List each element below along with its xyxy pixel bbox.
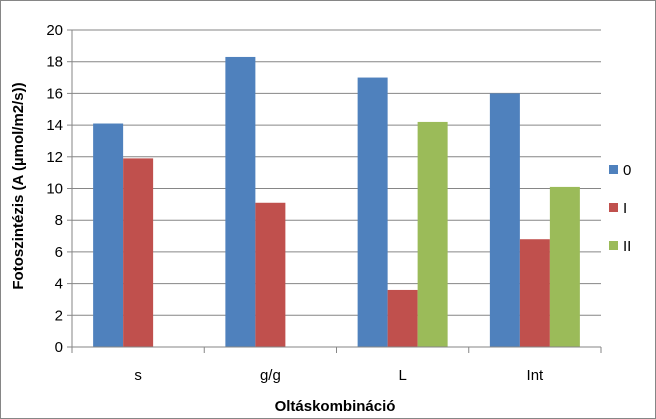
y-tick-label: 10 xyxy=(46,181,63,198)
bar-series-2-3 xyxy=(549,186,580,347)
x-axis-title: Oltáskombináció xyxy=(275,398,396,415)
legend-swatch-1 xyxy=(609,203,618,212)
y-tick-label: 6 xyxy=(55,244,63,261)
y-tick-label: 4 xyxy=(55,276,63,293)
legend-label-0: 0 xyxy=(623,162,631,179)
y-axis-title: Fotoszintézis (A (µmol/m2/s)) xyxy=(10,82,27,289)
y-tick-label: 16 xyxy=(46,85,63,102)
x-tick-label: g/g xyxy=(260,367,281,384)
bar-series-1-3 xyxy=(519,239,550,347)
y-tick-label: 14 xyxy=(46,117,63,134)
y-tick-labels: 0 2 4 6 8 10 12 14 16 18 20 xyxy=(46,22,63,356)
bar-series-0-2 xyxy=(357,77,388,348)
y-tick-label: 8 xyxy=(55,212,63,229)
y-tick-label: 18 xyxy=(46,54,63,71)
bar-series-2-2 xyxy=(417,121,448,348)
y-tick-label: 12 xyxy=(46,149,63,166)
axes xyxy=(71,30,602,353)
bar-series-1-1 xyxy=(255,202,286,347)
x-tick-label: s xyxy=(134,367,142,384)
x-tick-label: Int xyxy=(527,367,545,384)
legend-swatch-0 xyxy=(609,165,618,174)
legend-label-1: I xyxy=(623,200,627,217)
bar-series-0-1 xyxy=(225,56,256,347)
bar-series-0-0 xyxy=(93,123,124,347)
x-tick-label: L xyxy=(398,367,406,384)
y-tick-label: 0 xyxy=(55,339,63,356)
bar-series-0-3 xyxy=(489,93,520,348)
bars xyxy=(93,56,580,348)
bar-series-1-2 xyxy=(387,289,418,347)
x-tick-labels: s g/g L Int xyxy=(134,367,544,384)
y-tick-label: 20 xyxy=(46,22,63,39)
legend-label-2: II xyxy=(623,238,631,255)
legend-swatch-2 xyxy=(609,241,618,250)
y-tick-label: 2 xyxy=(55,307,63,324)
bar-series-1-0 xyxy=(123,158,154,347)
